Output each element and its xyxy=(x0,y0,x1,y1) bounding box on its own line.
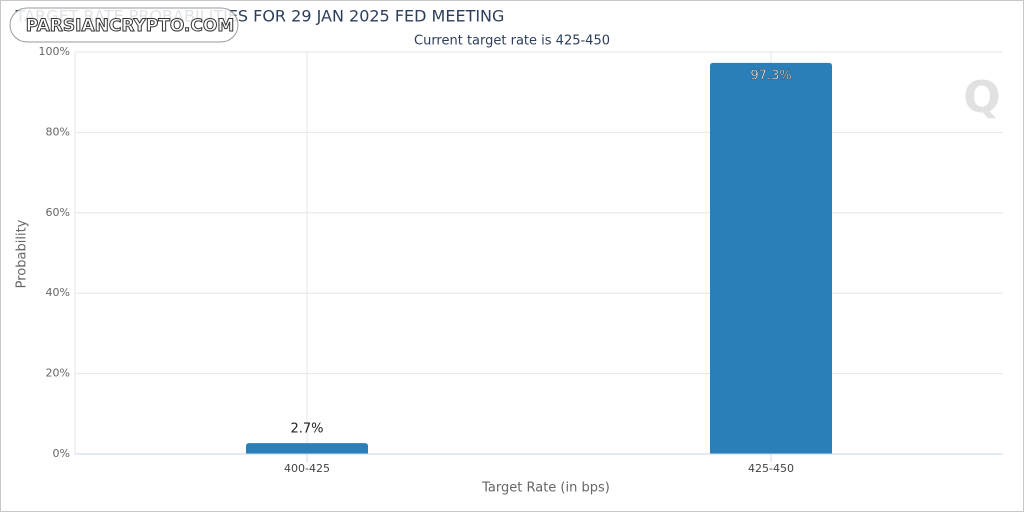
chart-subtitle: Current target rate is 425-450 xyxy=(414,34,610,49)
y-tick-label: 0% xyxy=(53,447,70,460)
data-label: 97.3% xyxy=(750,68,791,83)
watermark-text: PARSIANCRYPTO.COM xyxy=(26,16,234,36)
x-tick-label: 425-450 xyxy=(748,462,794,475)
y-axis-label: Probability xyxy=(15,219,30,288)
watermark-badge xyxy=(9,7,239,43)
y-tick-label: 20% xyxy=(46,367,70,380)
y-tick-label: 100% xyxy=(39,45,70,58)
watermark: PARSIANCRYPTO.COM xyxy=(9,7,239,43)
y-tick-label: 60% xyxy=(46,206,70,219)
y-tick-label: 80% xyxy=(46,125,70,138)
x-axis-label: Target Rate (in bps) xyxy=(481,481,610,496)
bar xyxy=(246,443,368,454)
logo-q: Q xyxy=(963,72,1000,123)
x-tick-label: 400-425 xyxy=(284,462,330,475)
data-label: 2.7% xyxy=(290,422,323,437)
bar xyxy=(710,62,832,454)
y-tick-label: 40% xyxy=(46,286,70,299)
logo: Q xyxy=(963,72,1000,123)
